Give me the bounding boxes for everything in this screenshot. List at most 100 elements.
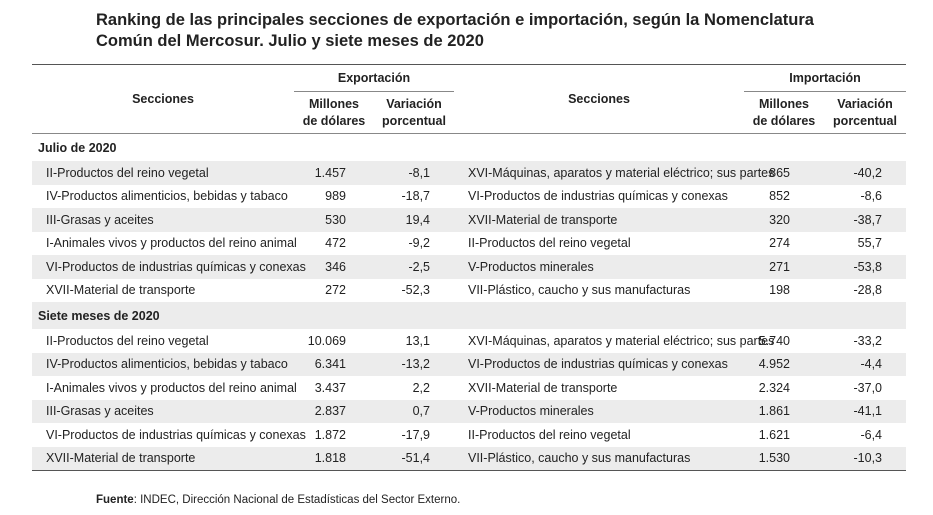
export-value: 6.341 xyxy=(294,352,374,376)
header-secciones-export: Secciones xyxy=(32,64,294,134)
import-value: 852 xyxy=(769,189,790,204)
section-label-julio: Julio de 2020 xyxy=(38,140,117,155)
header-sub-row: Millones de dólares Variación porcentual M… xyxy=(32,92,906,134)
header-variacion-l1: Variación xyxy=(837,96,893,111)
import-value: 198 xyxy=(769,283,790,298)
header-exportacion: Exportación xyxy=(294,64,454,92)
import-section-name: II-Productos del reino vegetal xyxy=(468,236,631,251)
import-section-name: II-Productos del reino vegetal xyxy=(468,427,631,442)
header-millones-l1: Millones xyxy=(308,96,359,111)
header-group-row: Secciones Exportación Secciones Importac… xyxy=(32,64,907,134)
source-text: : INDEC, Dirección Nacional de Estadísti… xyxy=(133,494,461,506)
import-section-name: VII-Plástico, caucho y sus manufacturas xyxy=(454,446,744,471)
import-value: 5.740 xyxy=(758,333,790,348)
import-section-name: V-Productos minerales xyxy=(454,255,744,279)
export-value: 10.069 xyxy=(307,333,346,348)
import-variation: -40,2 xyxy=(824,161,907,185)
title-line-2: Común del Mercosur. Julio y siete meses … xyxy=(96,32,484,50)
export-section-name: III-Grasas y aceites xyxy=(32,208,294,232)
export-variation: -18,7 xyxy=(401,189,431,204)
header-imp-millones: Millones de dólares xyxy=(744,92,824,134)
table-row: VI-Productos de industrias químicas y co… xyxy=(32,423,906,447)
import-variation: -10,3 xyxy=(824,446,907,471)
export-variation: -52,3 xyxy=(401,283,431,298)
julio-section: Julio de 2020 xyxy=(32,133,907,162)
export-value: 530 xyxy=(294,208,374,232)
section-heading-siete: Siete meses de 2020 xyxy=(32,302,907,329)
source-note: Fuente: INDEC, Dirección Nacional de Est… xyxy=(96,494,460,506)
import-variation: -6,4 xyxy=(860,427,883,442)
export-variation: -9,2 xyxy=(408,236,430,251)
header-variacion-l2: porcentual xyxy=(382,113,446,128)
section-heading-julio: Julio de 2020 xyxy=(32,134,906,161)
import-value: 4.952 xyxy=(744,352,824,376)
import-value: 274 xyxy=(769,236,790,251)
import-variation: -8,6 xyxy=(860,189,883,204)
ranking-table: Secciones Exportación Secciones Importac… xyxy=(32,64,907,471)
export-variation: -2,5 xyxy=(374,255,454,279)
export-value: 989 xyxy=(325,189,346,204)
import-section-name: XVI-Máquinas, aparatos y material eléctr… xyxy=(468,333,775,348)
import-section-name: XVII-Material de transporte xyxy=(468,380,618,395)
table-row: I-Animales vivos y productos del reino a… xyxy=(32,376,906,400)
export-section-name: IV-Productos alimenticios, bebidas y tab… xyxy=(32,352,294,376)
table-row: III-Grasas y aceites 2.837 0,7 V-Productos … xyxy=(32,399,907,423)
header-exp-millones: Millones de dólares xyxy=(294,92,374,134)
header-variacion-l1: Variación xyxy=(386,96,442,111)
header-imp-variacion: Variación porcentual xyxy=(824,92,906,134)
import-section-name: V-Productos minerales xyxy=(454,399,744,423)
export-value: 1.457 xyxy=(294,161,374,185)
export-section-name: II-Productos del reino vegetal xyxy=(46,333,209,348)
import-section-name: XVII-Material de transporte xyxy=(454,208,744,232)
export-variation: 2,2 xyxy=(412,380,430,395)
import-section-name: VI-Productos de industrias químicas y co… xyxy=(468,189,728,204)
export-section-name: VI-Productos de industrias químicas y co… xyxy=(32,255,306,279)
table-row: XVII-Material de transporte 1.818 -51,4 VII… xyxy=(32,446,907,471)
export-section-name: VI-Productos de industrias químicas y co… xyxy=(46,427,306,442)
export-value: 272 xyxy=(325,283,346,298)
export-variation: -13,2 xyxy=(374,352,454,376)
import-section-name: VI-Productos de industrias químicas y co… xyxy=(454,352,744,376)
header-millones-l2: de dólares xyxy=(302,113,366,128)
export-section-name: I-Animales vivos y productos del reino a… xyxy=(46,380,297,395)
export-section-name: II-Productos del reino vegetal xyxy=(32,161,294,185)
export-value: 472 xyxy=(325,236,346,251)
table-row: III-Grasas y aceites 530 19,4 XVII-Material… xyxy=(32,208,907,232)
export-value: 1.818 xyxy=(294,446,374,471)
export-section-name: I-Animales vivos y productos del reino a… xyxy=(46,236,297,251)
table-row: XVII-Material de transporte 272 -52,3 VII-P… xyxy=(32,279,906,303)
header-exp-variacion: Variación porcentual xyxy=(374,92,454,134)
import-variation: -4,4 xyxy=(824,352,907,376)
export-value: 346 xyxy=(294,255,374,279)
table-row: VI-Productos de industrias químicas y co… xyxy=(32,255,907,279)
export-section-name: III-Grasas y aceites xyxy=(32,399,294,423)
import-variation: -53,8 xyxy=(824,255,907,279)
export-value: 2.837 xyxy=(294,399,374,423)
import-value: 320 xyxy=(744,208,824,232)
table-row: I-Animales vivos y productos del reino a… xyxy=(32,232,906,256)
export-variation: 0,7 xyxy=(374,399,454,423)
import-variation: -41,1 xyxy=(824,399,907,423)
export-variation: -8,1 xyxy=(374,161,454,185)
header-millones-l1: Millones xyxy=(758,96,809,111)
export-variation: -51,4 xyxy=(374,446,454,471)
header-importacion: Importación xyxy=(744,64,907,92)
siete-section: Siete meses de 2020 xyxy=(32,302,907,329)
import-variation: -28,8 xyxy=(853,283,883,298)
header-variacion-l2: porcentual xyxy=(833,113,897,128)
export-value: 1.872 xyxy=(314,427,346,442)
import-variation: 55,7 xyxy=(857,236,883,251)
header-millones-l2: de dólares xyxy=(752,113,816,128)
title-line-1: Ranking de las principales secciones de … xyxy=(96,11,814,29)
export-variation: 19,4 xyxy=(374,208,454,232)
import-variation: -38,7 xyxy=(824,208,907,232)
table-row: IV-Productos alimenticios, bebidas y tab… xyxy=(32,352,907,376)
import-variation: -33,2 xyxy=(853,333,883,348)
section-label-siete: Siete meses de 2020 xyxy=(32,302,907,329)
import-variation: -37,0 xyxy=(853,380,883,395)
page-title: Ranking de las principales secciones de … xyxy=(96,10,896,52)
export-section-name: IV-Productos alimenticios, bebidas y tab… xyxy=(46,189,288,204)
table-row: II-Productos del reino vegetal 10.069 13,1… xyxy=(32,329,906,353)
export-variation: -17,9 xyxy=(401,427,431,442)
